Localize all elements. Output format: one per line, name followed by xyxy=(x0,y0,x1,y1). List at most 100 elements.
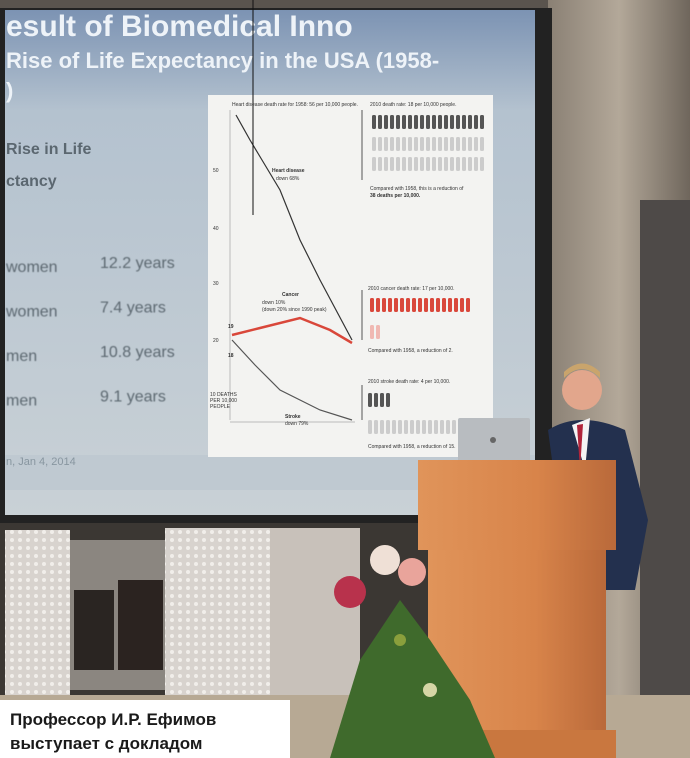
figure-label: 2010 stroke death rate: 4 per 10,000. xyxy=(368,379,450,385)
slide-subtitle: Rise of Life Expectancy in the USA (1958… xyxy=(6,48,439,73)
person-icon xyxy=(468,137,472,151)
person-icon xyxy=(418,298,422,312)
person-icon xyxy=(412,298,416,312)
person-icon xyxy=(370,298,374,312)
foliage xyxy=(330,600,495,758)
person-icon xyxy=(408,157,412,171)
person-icon xyxy=(432,137,436,151)
person-icon xyxy=(370,325,374,339)
person-icon xyxy=(438,157,442,171)
flower xyxy=(370,545,400,575)
figure-label: down 10% xyxy=(262,300,286,306)
lace-curtain xyxy=(270,528,360,698)
person-icon xyxy=(398,420,402,434)
person-icon xyxy=(372,157,376,171)
person-icon xyxy=(368,393,372,407)
person-icon xyxy=(404,420,408,434)
slide-source: n, Jan 4, 2014 xyxy=(6,456,76,468)
figure-label: Cancer xyxy=(282,292,299,298)
stroke-line xyxy=(231,339,353,421)
person-icon xyxy=(374,393,378,407)
flower xyxy=(334,576,366,608)
podium-top xyxy=(418,460,616,550)
person-icon xyxy=(426,115,430,129)
person-icon xyxy=(462,137,466,151)
figure-label: Compared with 1958, a reduction of 2. xyxy=(368,348,453,354)
person-icon xyxy=(424,298,428,312)
figure-unit: PEOPLE xyxy=(210,404,231,410)
axis-label: 40 xyxy=(213,226,219,232)
person-icon xyxy=(428,420,432,434)
person-icon xyxy=(468,115,472,129)
person-icon xyxy=(400,298,404,312)
person-icon xyxy=(420,137,424,151)
person-icon xyxy=(434,420,438,434)
person-icon xyxy=(396,115,400,129)
person-icon xyxy=(446,420,450,434)
figure-unit: PER 10,000 xyxy=(210,398,237,404)
person-icon xyxy=(456,115,460,129)
person-icon xyxy=(384,137,388,151)
person-icon xyxy=(466,298,470,312)
person-icon xyxy=(368,420,372,434)
figure-label: Compared with 1958, a reduction of 15. xyxy=(368,444,456,450)
figure-label: Heart disease death rate for 1958: 56 pe… xyxy=(232,102,358,108)
caption: Профессор И.Р. Ефимов xyxy=(10,710,216,729)
person-icon xyxy=(450,157,454,171)
figure-label: 19 xyxy=(228,324,234,330)
person-icon xyxy=(396,157,400,171)
person-icon xyxy=(374,420,378,434)
figure-label: 38 deaths per 10,000. xyxy=(370,193,421,199)
person-icon xyxy=(390,157,394,171)
person-icon xyxy=(380,420,384,434)
person-icon xyxy=(474,137,478,151)
person-icon xyxy=(462,115,466,129)
row-label: women xyxy=(5,304,58,321)
figure-label: down 79% xyxy=(285,421,309,427)
person-icon xyxy=(480,137,484,151)
row-label: men xyxy=(6,348,37,365)
person-icon xyxy=(390,137,394,151)
person-icon xyxy=(388,298,392,312)
flower xyxy=(423,683,437,697)
person-icon xyxy=(378,115,382,129)
person-icon xyxy=(384,157,388,171)
person-icon xyxy=(440,420,444,434)
figure-label: 2010 death rate: 18 per 10,000 people. xyxy=(370,102,456,108)
person-icon xyxy=(436,298,440,312)
axis-label: 50 xyxy=(213,168,219,174)
person-icon xyxy=(438,137,442,151)
person-icon xyxy=(414,115,418,129)
person-icon xyxy=(378,157,382,171)
figure-label: Stroke xyxy=(285,414,301,420)
person-icon xyxy=(378,137,382,151)
flower xyxy=(394,634,406,646)
person-icon xyxy=(386,393,390,407)
slide-subtitle: ) xyxy=(6,78,13,103)
row-value: 12.2 years xyxy=(100,255,175,272)
figure-label: Compared with 1958, this is a reduction … xyxy=(370,186,464,192)
person-icon xyxy=(432,157,436,171)
person-icon xyxy=(402,157,406,171)
curtain-dark xyxy=(640,200,690,700)
person-icon xyxy=(460,298,464,312)
person-icon xyxy=(456,157,460,171)
person-icon xyxy=(448,298,452,312)
person-icon xyxy=(430,298,434,312)
heart-line xyxy=(235,114,353,341)
figure-label: Heart disease xyxy=(272,168,305,174)
slide-title: esult of Biomedical Inno xyxy=(6,10,353,43)
person-icon xyxy=(450,137,454,151)
axis-label: 30 xyxy=(213,281,219,287)
caption-box xyxy=(0,700,290,758)
person-icon xyxy=(444,157,448,171)
row-label: men xyxy=(6,393,37,410)
figure-label: 18 xyxy=(228,353,234,359)
lace-curtain xyxy=(5,530,70,695)
caption: выступает с докладом xyxy=(10,734,202,753)
person-icon xyxy=(414,157,418,171)
figure-label: 2010 cancer death rate: 17 per 10,000. xyxy=(368,286,454,292)
person-icon xyxy=(432,115,436,129)
person-icon xyxy=(386,420,390,434)
